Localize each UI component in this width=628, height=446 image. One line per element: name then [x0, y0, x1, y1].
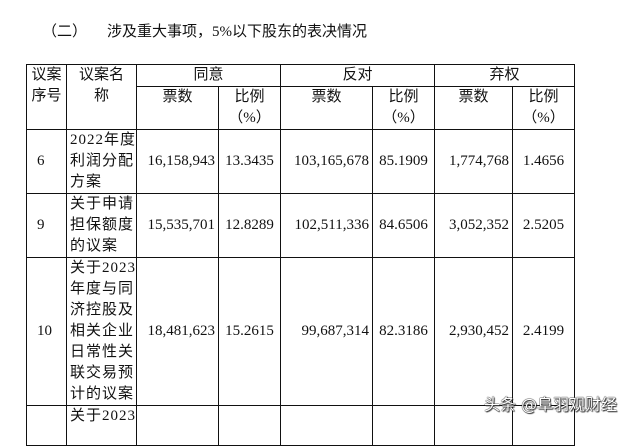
section-title: 涉及重大事项，5%以下股东的表决情况 — [107, 24, 368, 40]
abstain-ratio: 2.4199 — [512, 257, 575, 406]
ratio-unit: （%） — [382, 110, 425, 126]
row-name: 关于2023 — [66, 405, 137, 446]
against-votes: 103,165,678 — [280, 129, 373, 194]
agree-ratio: 13.3435 — [218, 129, 281, 194]
voting-results-table: 议案序号 议案名称 同意 反对 弃权 票数 比例 （%） 票数 比例 （%） 票数 … — [26, 64, 575, 446]
agree-ratio: 15.2615 — [218, 257, 281, 406]
header-abstain: 弃权 — [434, 64, 575, 87]
row-seq: 9 — [26, 193, 67, 258]
header-agree: 同意 — [136, 64, 281, 87]
against-votes — [280, 405, 373, 446]
agree-votes: 18,481,623 — [136, 257, 219, 406]
ratio-unit: （%） — [522, 110, 565, 126]
header-agree-votes: 票数 — [136, 86, 219, 130]
ratio-label: 比例 — [234, 89, 265, 105]
agree-ratio: 12.8289 — [218, 193, 281, 258]
against-ratio: 85.1909 — [372, 129, 435, 194]
abstain-votes: 2,930,452 — [434, 257, 513, 406]
abstain-ratio: 1.4656 — [512, 129, 575, 194]
header-abstain-votes: 票数 — [434, 86, 513, 130]
header-against-votes: 票数 — [280, 86, 373, 130]
header-agree-ratio: 比例 （%） — [218, 86, 281, 130]
row-name: 关于2023年度与同济控股及相关企业日常性关联交易预计的议案 — [66, 257, 137, 406]
abstain-ratio: 2.5205 — [512, 193, 575, 258]
header-name: 议案名称 — [66, 64, 137, 130]
ratio-unit: （%） — [228, 110, 271, 126]
header-seq: 议案序号 — [26, 64, 67, 130]
agree-ratio — [218, 405, 281, 446]
table-row: 10 关于2023年度与同济控股及相关企业日常性关联交易预计的议案 18,481… — [26, 257, 575, 406]
agree-votes: 15,535,701 — [136, 193, 219, 258]
agree-votes — [136, 405, 219, 446]
abstain-votes: 1,774,768 — [434, 129, 513, 194]
agree-votes: 16,158,943 — [136, 129, 219, 194]
table-row: 9 关于申请担保额度的议案 15,535,701 12.8289 102,511… — [26, 193, 575, 258]
against-ratio: 82.3186 — [372, 257, 435, 406]
row-seq — [26, 405, 67, 446]
ratio-label: 比例 — [388, 89, 419, 105]
watermark: 头条 @阜羽观财经 — [484, 395, 618, 414]
table-row: 6 2022年度利润分配方案 16,158,943 13.3435 103,16… — [26, 129, 575, 194]
header-against-ratio: 比例 （%） — [372, 86, 435, 130]
section-heading: （二） 涉及重大事项，5%以下股东的表决情况 — [42, 20, 367, 41]
row-name: 关于申请担保额度的议案 — [66, 193, 137, 258]
header-abstain-ratio: 比例 （%） — [512, 86, 575, 130]
against-votes: 99,687,314 — [280, 257, 373, 406]
ratio-label: 比例 — [528, 89, 559, 105]
section-number: （二） — [42, 24, 88, 40]
against-ratio: 84.6506 — [372, 193, 435, 258]
row-seq: 10 — [26, 257, 67, 406]
row-name: 2022年度利润分配方案 — [66, 129, 137, 194]
header-against: 反对 — [280, 64, 435, 87]
abstain-votes: 3,052,352 — [434, 193, 513, 258]
row-seq: 6 — [26, 129, 67, 194]
against-ratio — [372, 405, 435, 446]
against-votes: 102,511,336 — [280, 193, 373, 258]
